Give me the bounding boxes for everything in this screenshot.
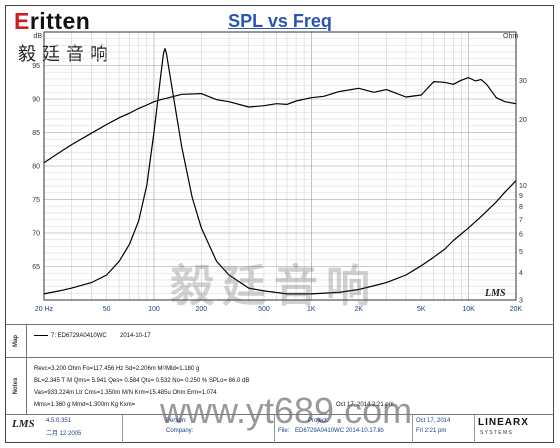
spl-curve bbox=[43, 76, 517, 164]
y-left-tick-label: 85 bbox=[32, 130, 40, 137]
right-axis-unit: Ohm bbox=[503, 33, 518, 40]
footer-separator bbox=[122, 415, 123, 443]
footer-brand-sub: S Y S T E M S bbox=[480, 430, 512, 436]
y-left-tick-label: 75 bbox=[32, 197, 40, 204]
footer-separator bbox=[474, 415, 475, 443]
y-right-tick-label: 4 bbox=[519, 270, 523, 277]
notes-line-3: Vas=933.224m Ltr Cms=1.350m M/N Krm=15.4… bbox=[34, 390, 217, 396]
footer-file-value: ED6729A0410WC 2014-10.17.lib bbox=[295, 428, 384, 434]
legend-date: 2014-10-17 bbox=[120, 333, 151, 339]
y-left-tick-label: 65 bbox=[32, 264, 40, 271]
y-left-tick-label: 70 bbox=[32, 231, 40, 238]
x-tick-label: 10K bbox=[462, 306, 475, 313]
footer-divider bbox=[6, 414, 554, 415]
series-layer bbox=[43, 47, 517, 295]
y-right-tick-label: 10 bbox=[519, 183, 527, 190]
notes-section-divider bbox=[6, 357, 554, 358]
y-left-tick-label: 90 bbox=[32, 97, 40, 104]
y-right-tick-label: 9 bbox=[519, 193, 523, 200]
map-section-tab[interactable]: Map bbox=[6, 325, 27, 357]
footer-company-label: Company: bbox=[166, 428, 194, 434]
x-tick-label: 20 Hz bbox=[35, 306, 54, 313]
footer-version-date: 二月 12 2005 bbox=[46, 431, 82, 437]
watermark-chinese: 毅廷音响 bbox=[170, 261, 378, 312]
notes-line-4: Mms=1.360 g Mmd=1.300m Kg Kxm= bbox=[34, 402, 136, 408]
footer-time: Fri 2:21 pm bbox=[416, 428, 447, 434]
footer-version: 4.5.0.351 bbox=[46, 418, 72, 424]
x-tick-label: 1K bbox=[307, 306, 316, 313]
x-tick-label: 5K bbox=[417, 306, 426, 313]
footer-datetime-cell: Oct 17, 2014 Fri 2:21 pm bbox=[416, 415, 476, 443]
footer-file-label: File: bbox=[278, 428, 290, 434]
footer-person-label: Person: bbox=[166, 418, 187, 424]
company-logo: Eritten 毅廷音响 bbox=[14, 8, 144, 65]
footer-lms-logo: LMS bbox=[12, 418, 35, 430]
brand-wordmark: Eritten bbox=[14, 8, 91, 34]
footer-brand: LINEARX bbox=[478, 417, 529, 428]
y-right-tick-label: 5 bbox=[519, 249, 523, 256]
impedance-curve bbox=[43, 47, 517, 295]
footer-date: Oct 17, 2014 bbox=[416, 418, 451, 424]
footer-version-cell: LMS 4.5.0.351 二月 12 2005 bbox=[12, 415, 122, 443]
y-left-tick-label: 95 bbox=[32, 63, 40, 70]
footer-project-label: Project: bbox=[308, 418, 329, 424]
x-tick-label: 200 bbox=[195, 306, 207, 313]
window-frame bbox=[5, 5, 554, 443]
chart-title: SPL vs Freq bbox=[228, 11, 332, 31]
y-left-tick-label: 80 bbox=[32, 164, 40, 171]
x-tick-label: 500 bbox=[258, 306, 270, 313]
x-tick-label: 50 bbox=[103, 306, 111, 313]
lms-corner-logo: LMS bbox=[484, 288, 506, 299]
notes-section-tab[interactable]: Notes bbox=[6, 358, 27, 414]
x-tick-label: 2K bbox=[354, 306, 363, 313]
y-right-tick-label: 30 bbox=[519, 78, 527, 85]
y-right-tick-label: 20 bbox=[519, 117, 527, 124]
footer-separator bbox=[412, 415, 413, 443]
x-tick-label: 100 bbox=[148, 306, 160, 313]
legend-line-swatch bbox=[34, 334, 48, 336]
brand-chinese-name: 毅廷音响 bbox=[18, 44, 114, 65]
y-right-tick-label: 3 bbox=[519, 298, 523, 305]
y-right-tick-label: 6 bbox=[519, 231, 523, 238]
legend-entry: 7: ED6729A0410WC bbox=[34, 333, 107, 339]
y-right-tick-label: 8 bbox=[519, 204, 523, 211]
notes-line-1: Revc=3.200 Ohm Fo=117.456 Hz Sd=2.206m M… bbox=[34, 366, 200, 372]
plot-area-border bbox=[43, 31, 517, 301]
footer-project-cell: Project: File: ED6729A0410WC 2014-10.17.… bbox=[278, 415, 412, 443]
y-right-tick-label: 7 bbox=[519, 217, 523, 224]
map-section-divider bbox=[6, 324, 554, 325]
x-tick-label: 20K bbox=[510, 306, 523, 313]
footer-person-cell: Person: Company: bbox=[166, 415, 276, 443]
left-axis-unit: dB bbox=[33, 33, 42, 40]
watermark-url: www.yt689.com bbox=[160, 390, 413, 431]
footer-brand-cell: LINEARX S Y S T E M S bbox=[478, 415, 550, 443]
notes-timestamp: Oct 17, 2014 2:21 pm bbox=[336, 402, 394, 408]
footer-separator bbox=[274, 415, 275, 443]
notes-line-2: BL=2.345 T·M Qms= 5.941 Qes= 0.584 Qts= … bbox=[34, 378, 250, 384]
axis-ticks: 20 Hz 50 100 200 500 1K 2K 5K 10K 20K657075808590… bbox=[32, 63, 527, 313]
